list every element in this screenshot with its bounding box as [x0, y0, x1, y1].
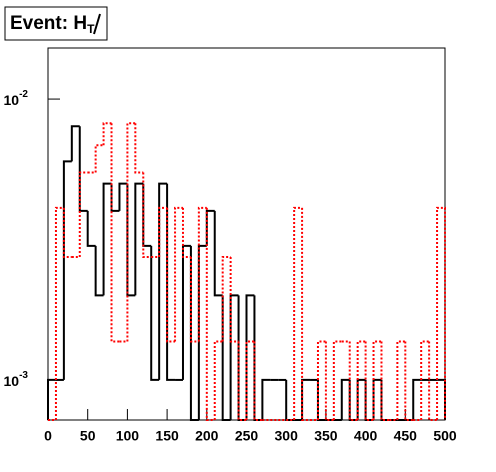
histogram-bin — [102, 122, 112, 146]
histogram-bin — [436, 206, 446, 420]
histogram-bin — [412, 378, 422, 420]
x-tick-label: 150 — [155, 428, 179, 444]
y-tick-label: 10-3 — [4, 370, 29, 389]
chart-title: Event: HT — [10, 13, 95, 36]
x-tick-label: 0 — [44, 428, 52, 444]
histogram-bin — [301, 207, 311, 421]
histogram-bin — [181, 207, 191, 258]
histogram-bin — [205, 209, 215, 246]
y-tick-base: 10 — [4, 92, 20, 108]
histogram-bin — [213, 210, 223, 297]
histogram-bin — [205, 207, 215, 421]
histogram-bin — [293, 206, 303, 420]
histogram-bin — [229, 256, 239, 343]
histogram-bin — [197, 206, 207, 342]
histogram-bin — [189, 245, 199, 421]
histogram-bin — [181, 244, 191, 380]
x-tick-label: 300 — [275, 428, 299, 444]
histogram-bin — [78, 126, 88, 212]
y-tick-exponent: -2 — [19, 89, 28, 100]
histogram-bin — [364, 379, 374, 421]
x-tick-label: 100 — [116, 428, 140, 444]
title-symbol: H — [73, 13, 87, 34]
histogram-bin — [134, 123, 144, 174]
histogram-bin — [221, 255, 231, 342]
x-tick-label: 400 — [354, 428, 378, 444]
y-tick-base: 10 — [4, 373, 20, 389]
histogram-bin — [197, 244, 207, 420]
histogram-bin — [189, 256, 199, 343]
histogram-bin — [94, 144, 104, 173]
histogram-bin — [253, 295, 263, 421]
title-box — [4, 6, 108, 41]
histogram-bin — [174, 206, 183, 342]
histogram-bin — [78, 171, 88, 257]
histogram-bin — [150, 245, 160, 381]
x-tick-label: 350 — [314, 428, 338, 444]
title-text: Event: — [10, 13, 68, 34]
histogram-bin — [380, 379, 390, 421]
histogram-bin — [54, 206, 64, 420]
histogram-bin — [134, 182, 144, 296]
y-tick-exponent: -3 — [19, 370, 28, 381]
histogram-bin — [47, 378, 56, 420]
histogram-bin — [102, 182, 112, 296]
histogram-bin — [62, 160, 72, 380]
x-tick-label: 50 — [80, 428, 96, 444]
histogram-bin — [237, 295, 247, 421]
histogram-bin — [166, 207, 176, 343]
histogram-bin — [142, 172, 152, 258]
histogram-bin — [158, 182, 168, 380]
y-tick-label: 10-2 — [4, 89, 29, 108]
histogram-bin — [118, 182, 128, 211]
x-tick-label: 500 — [433, 428, 457, 444]
histogram-bin — [126, 122, 136, 342]
title-slash — [93, 13, 101, 35]
histogram-bin — [70, 125, 80, 162]
histogram-bin — [110, 123, 120, 343]
histogram-bin — [340, 378, 350, 420]
histogram-bin — [261, 378, 271, 420]
histogram-bin — [158, 206, 168, 257]
histogram-bin — [94, 245, 104, 297]
x-tick-label: 450 — [394, 428, 418, 444]
histogram-bin — [229, 294, 239, 420]
x-tick-label: 200 — [195, 428, 219, 444]
histogram-bin — [348, 379, 358, 421]
histogram-bin — [86, 210, 96, 247]
histogram-bin — [62, 207, 72, 258]
x-tick-label: 250 — [235, 428, 259, 444]
title-subscript: T — [87, 22, 95, 36]
